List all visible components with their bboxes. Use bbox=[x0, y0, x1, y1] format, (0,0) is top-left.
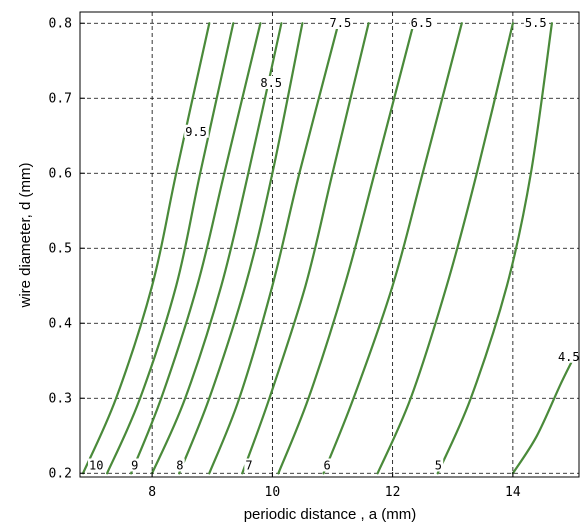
curve-label: 9.5 bbox=[185, 125, 207, 139]
curve-4-5 bbox=[511, 352, 578, 475]
curve-8 bbox=[178, 22, 304, 475]
curve-label: 8.5 bbox=[260, 76, 282, 90]
y-tick-label: 0.3 bbox=[49, 391, 72, 406]
curve-label-bg bbox=[556, 349, 581, 363]
curve-label-bg bbox=[259, 76, 284, 89]
curve-9-5 bbox=[106, 22, 235, 475]
grid-lines bbox=[80, 12, 579, 477]
x-tick-label: 10 bbox=[265, 485, 281, 500]
curve-label: 6 bbox=[323, 459, 330, 473]
curve-label: 4.5 bbox=[558, 350, 580, 364]
y-tick-label: 0.7 bbox=[49, 91, 72, 106]
y-tick-label: 0.6 bbox=[49, 166, 72, 181]
curve-label: 6.5 bbox=[411, 16, 433, 30]
x-tick-label: 8 bbox=[148, 485, 156, 500]
y-tick-label: 0.5 bbox=[49, 241, 72, 256]
curve-6 bbox=[322, 22, 463, 475]
x-tick-label: 14 bbox=[505, 485, 521, 500]
x-tick-label: 12 bbox=[385, 485, 401, 500]
curve-label-bg bbox=[175, 458, 185, 472]
curve-label-bg bbox=[328, 16, 353, 29]
curve-label-bg bbox=[130, 458, 140, 472]
plot-frame bbox=[79, 11, 580, 478]
curve-label-bg bbox=[523, 16, 549, 29]
y-tick-label: 0.2 bbox=[49, 466, 72, 481]
curve-label-bg bbox=[322, 458, 332, 472]
x-axis-title: periodic distance , a (mm) bbox=[244, 506, 417, 523]
curve-5-5 bbox=[376, 22, 514, 475]
curve-label-bg bbox=[433, 458, 444, 472]
curve-label-bg bbox=[409, 16, 435, 29]
y-tick-label: 0.8 bbox=[49, 16, 72, 31]
curve-label-bg bbox=[88, 458, 106, 472]
curve-label-group: 10 9 8 7 6 5 9.5 8.5 7.5 6.5 5.5 4.5 bbox=[88, 16, 581, 473]
curve-label: 9 bbox=[131, 459, 138, 473]
curve-label: 5 bbox=[435, 459, 442, 473]
curve-7-5 bbox=[208, 22, 340, 475]
y-tick-label: 0.4 bbox=[49, 316, 73, 331]
y-axis-title: wire diameter, d (mm) bbox=[17, 162, 34, 308]
curve-7 bbox=[241, 22, 370, 475]
tick-group: 8 10 12 14 0.2 0.3 0.4 0.5 0.6 0.7 0.8 bbox=[49, 16, 521, 500]
curve-label: 7.5 bbox=[330, 16, 352, 30]
curve-group bbox=[81, 22, 578, 475]
curve-5 bbox=[436, 22, 553, 475]
curve-6-5 bbox=[277, 22, 415, 475]
curve-label: 8 bbox=[176, 459, 183, 473]
curve-label-bg bbox=[184, 124, 209, 138]
curve-label-bg bbox=[244, 458, 254, 472]
curve-10 bbox=[81, 22, 211, 475]
curve-label: 7 bbox=[245, 459, 252, 473]
curve-label: 10 bbox=[89, 459, 103, 473]
curve-label: 5.5 bbox=[525, 16, 547, 30]
curve-9 bbox=[130, 22, 262, 475]
curve-8-5 bbox=[151, 22, 283, 475]
